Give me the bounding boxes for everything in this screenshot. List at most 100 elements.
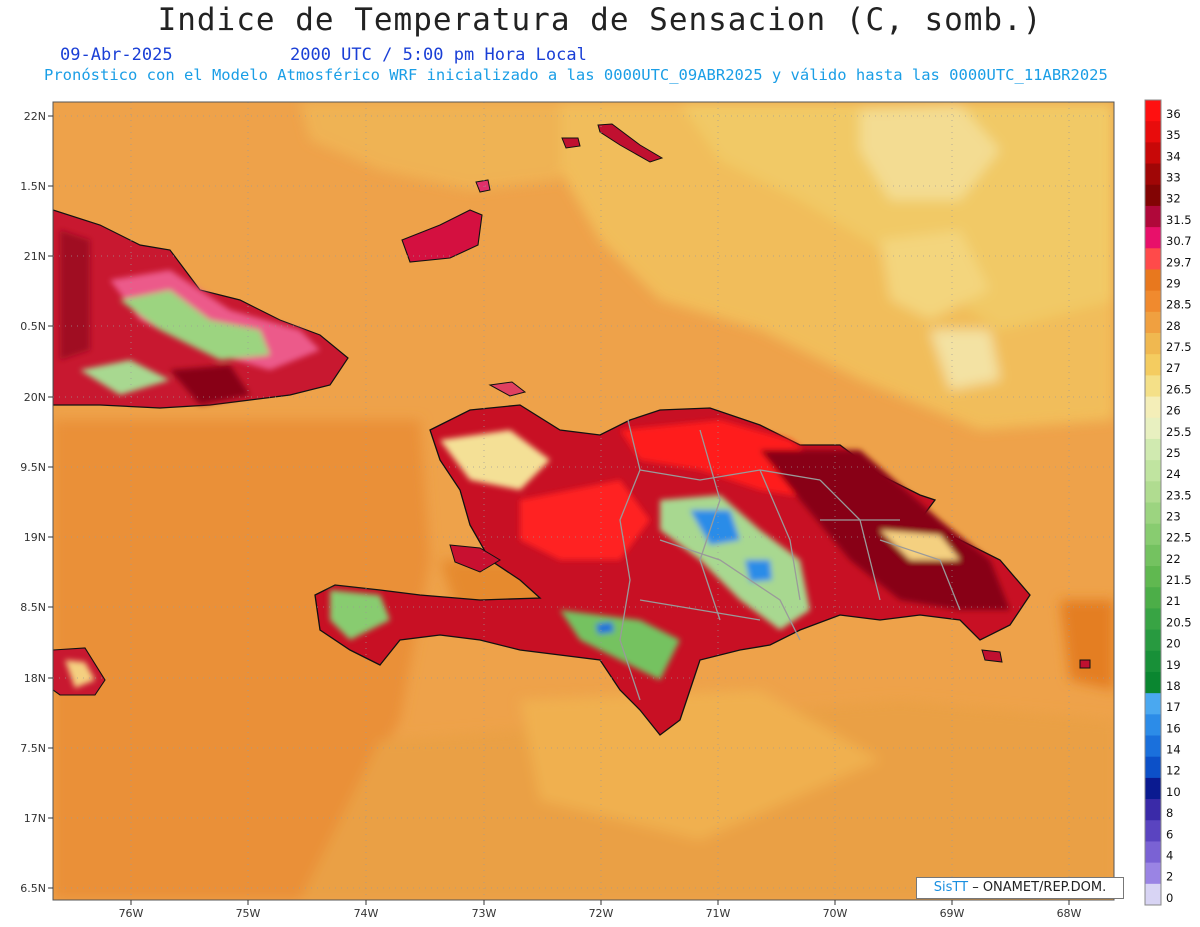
colorbar-swatch (1145, 777, 1161, 800)
colorbar-swatch (1145, 375, 1161, 398)
colorbar-label: 27 (1166, 361, 1181, 375)
colorbar-swatch (1145, 841, 1161, 864)
colorbar-swatch (1145, 269, 1161, 292)
colorbar-swatch (1145, 417, 1161, 440)
colorbar-swatch (1145, 354, 1161, 376)
colorbar-swatch (1145, 121, 1161, 143)
colorbar-swatch (1145, 650, 1161, 673)
colorbar-label: 29.7 (1166, 255, 1192, 269)
colorbar-swatch (1145, 544, 1161, 567)
colorbar-swatch (1145, 629, 1161, 652)
colorbar-label: 25 (1166, 446, 1181, 460)
credit-box: SisTT – ONAMET/REP.DOM. (916, 877, 1124, 899)
colorbar-label: 24 (1166, 467, 1181, 481)
temperature-field (53, 102, 1114, 900)
colorbar-swatch (1145, 311, 1161, 334)
colorbar-swatch (1145, 100, 1161, 122)
forecast-time: 2000 UTC / 5:00 pm Hora Local (290, 45, 587, 65)
colorbar-label: 34 (1166, 149, 1181, 163)
colorbar-swatch (1145, 566, 1161, 588)
colorbar-label: 26.5 (1166, 382, 1192, 396)
x-tick-label: 76W (119, 907, 144, 920)
colorbar-swatch (1145, 438, 1161, 461)
colorbar-label: 23.5 (1166, 488, 1192, 502)
colorbar-label: 28.5 (1166, 298, 1192, 312)
y-tick-label: 19N (24, 531, 46, 544)
colorbar-swatch (1145, 163, 1161, 186)
y-tick-label: 18N (24, 672, 46, 685)
colorbar-label: 14 (1166, 743, 1181, 757)
y-tick-label: 1.5N (20, 180, 46, 193)
colorbar-label: 25.5 (1166, 425, 1192, 439)
y-tick-label: 17N (24, 812, 46, 825)
model-info: Pronóstico con el Modelo Atmosférico WRF… (44, 66, 1108, 84)
x-tick-label: 70W (823, 907, 848, 920)
colorbar-swatch (1145, 820, 1161, 842)
colorbar-label: 12 (1166, 764, 1181, 778)
colorbar-swatch (1145, 735, 1161, 758)
colorbar-swatch (1145, 883, 1161, 906)
y-tick-label: 7.5N (20, 742, 46, 755)
x-tick-label: 74W (354, 907, 379, 920)
colorbar-label: 22.5 (1166, 531, 1192, 545)
plot-frame (52, 101, 1115, 901)
sistt-logo: SisTT (933, 880, 969, 895)
credit-text: – ONAMET/REP.DOM. (968, 880, 1107, 895)
colorbar-label: 29 (1166, 276, 1181, 290)
colorbar-label: 27.5 (1166, 340, 1192, 354)
colorbar-swatch (1145, 248, 1161, 270)
colorbar-swatch (1145, 714, 1161, 737)
colorbar-label: 2 (1166, 870, 1173, 884)
y-tick-label: 21N (24, 250, 46, 263)
graticule (53, 102, 1114, 900)
map-title: Indice de Temperatura de Sensacion (C, s… (157, 2, 1043, 38)
y-tick-label: 22N (24, 110, 46, 123)
colorbar-swatch (1145, 587, 1161, 609)
colorbar-swatch (1145, 523, 1161, 546)
colorbar-label: 32 (1166, 192, 1181, 206)
colorbar-swatch (1145, 460, 1161, 482)
colorbar-swatch (1145, 693, 1161, 715)
landmasses (53, 123, 1091, 736)
x-tick-label: 75W (236, 907, 261, 920)
x-tick-label: 69W (940, 907, 965, 920)
colorbar-label: 17 (1166, 700, 1181, 714)
x-tick-label: 68W (1057, 907, 1082, 920)
colorbar-label: 21 (1166, 594, 1181, 608)
colorbar-swatch (1145, 481, 1161, 503)
colorbar-label: 8 (1166, 806, 1173, 820)
y-axis: 22N 1.5N 21N 0.5N 20N 9.5N 19N 8.5N 18N … (20, 110, 53, 895)
colorbar-swatch (1145, 184, 1161, 207)
x-tick-label: 72W (589, 907, 614, 920)
colorbar-label: 33 (1166, 171, 1181, 185)
colorbar-label: 21.5 (1166, 573, 1192, 587)
y-tick-label: 0.5N (20, 320, 46, 333)
colorbar-label: 22 (1166, 552, 1181, 566)
colorbar-label: 0 (1166, 891, 1173, 905)
colorbar-label: 4 (1166, 848, 1173, 862)
y-tick-label: 6.5N (20, 882, 46, 895)
colorbar-frame (1144, 99, 1162, 906)
colorbar-swatch (1145, 502, 1161, 525)
colorbar-swatch (1145, 333, 1161, 355)
colorbar-label: 23 (1166, 510, 1181, 524)
colorbar-swatch (1145, 290, 1161, 313)
y-tick-label: 9.5N (20, 461, 46, 474)
colorbar-swatch (1145, 756, 1161, 779)
colorbar-label: 18 (1166, 679, 1181, 693)
forecast-date: 09-Abr-2025 (60, 45, 173, 65)
colorbar-label: 31.5 (1166, 213, 1192, 227)
y-tick-label: 20N (24, 391, 46, 404)
colorbar-label: 19 (1166, 658, 1181, 672)
x-tick-label: 71W (706, 907, 731, 920)
colorbar-label: 20.5 (1166, 615, 1192, 629)
x-axis: 76W 75W 74W 73W 72W 71W 70W 69W 68W (119, 900, 1082, 920)
colorbar-swatch (1145, 671, 1161, 694)
colorbar: 363534333231.530.729.72928.52827.52726.5… (1144, 99, 1192, 906)
colorbar-swatch (1145, 799, 1161, 821)
colorbar-swatch (1145, 862, 1161, 885)
colorbar-label: 30.7 (1166, 234, 1192, 248)
colorbar-label: 35 (1166, 128, 1181, 142)
x-tick-label: 73W (472, 907, 497, 920)
